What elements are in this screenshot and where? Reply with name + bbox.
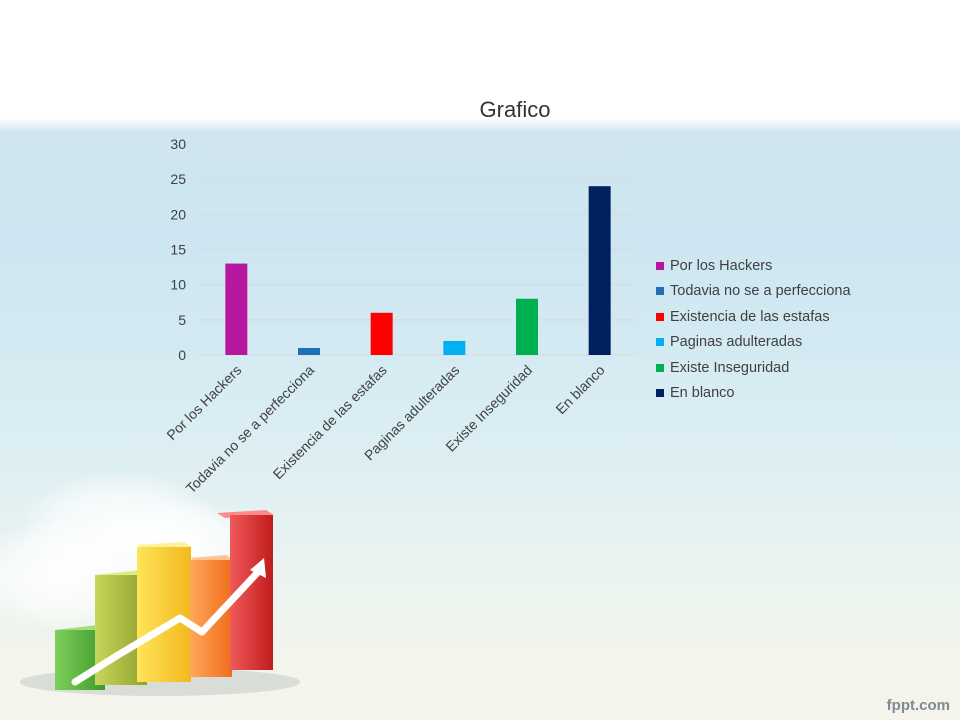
legend-label: Todavia no se a perfecciona bbox=[670, 283, 851, 300]
legend-swatch bbox=[656, 389, 664, 398]
legend-item: En blanco bbox=[656, 381, 851, 407]
legend-item: Por los Hackers bbox=[656, 253, 851, 279]
x-tick-label: En blanco bbox=[552, 362, 607, 417]
y-tick-label: 0 bbox=[178, 347, 186, 363]
y-tick-label: 25 bbox=[170, 171, 186, 187]
legend-swatch bbox=[656, 338, 664, 347]
legend-item: Paginas adulteradas bbox=[656, 330, 851, 356]
legend-item: Todavia no se a perfecciona bbox=[656, 279, 851, 305]
x-tick-label: Por los Hackers bbox=[163, 362, 244, 443]
legend-label: Por los Hackers bbox=[670, 257, 773, 274]
chart-title: Grafico bbox=[479, 97, 551, 122]
legend-item: Existencia de las estafas bbox=[656, 304, 851, 330]
bar bbox=[516, 298, 538, 355]
bar bbox=[443, 340, 466, 355]
y-tick-label: 10 bbox=[170, 277, 186, 293]
chart-legend: Por los Hackers Todavia no se a perfeccio… bbox=[656, 253, 851, 406]
legend-swatch bbox=[656, 287, 664, 296]
legend-label: Existe Inseguridad bbox=[670, 359, 790, 376]
legend-item: Existe Inseguridad bbox=[656, 355, 851, 381]
rising-bar-chart-arrow-icon bbox=[20, 510, 300, 696]
bar bbox=[588, 186, 611, 355]
bar bbox=[225, 263, 248, 355]
y-tick-label: 15 bbox=[170, 242, 186, 258]
legend-label: En blanco bbox=[670, 385, 735, 402]
legend-label: Existencia de las estafas bbox=[670, 308, 830, 325]
legend-swatch bbox=[656, 261, 664, 270]
bar bbox=[370, 312, 393, 355]
bar bbox=[298, 347, 320, 355]
y-tick-label: 30 bbox=[170, 136, 186, 152]
legend-swatch bbox=[656, 363, 664, 372]
legend-swatch bbox=[656, 312, 664, 321]
footer-brand: fppt.com bbox=[886, 697, 950, 714]
y-tick-label: 5 bbox=[178, 312, 186, 328]
legend-label: Paginas adulteradas bbox=[670, 334, 803, 351]
y-tick-label: 20 bbox=[170, 206, 186, 222]
